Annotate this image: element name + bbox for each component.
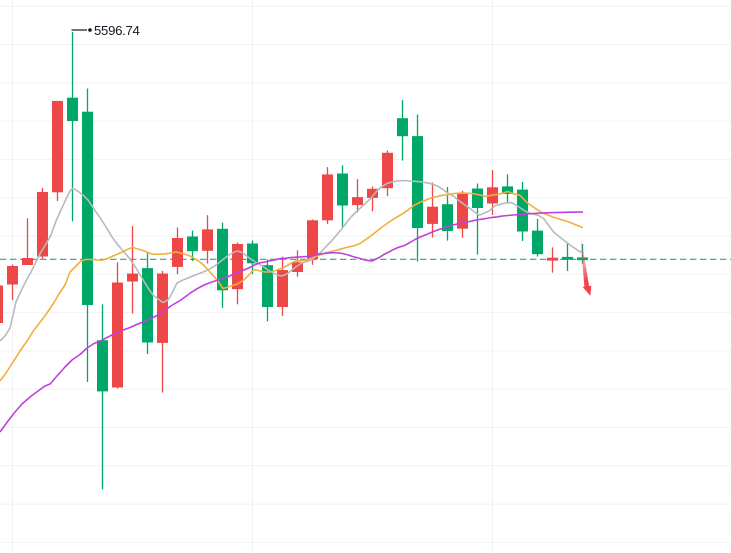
svg-text:5596.74: 5596.74 xyxy=(94,23,140,38)
